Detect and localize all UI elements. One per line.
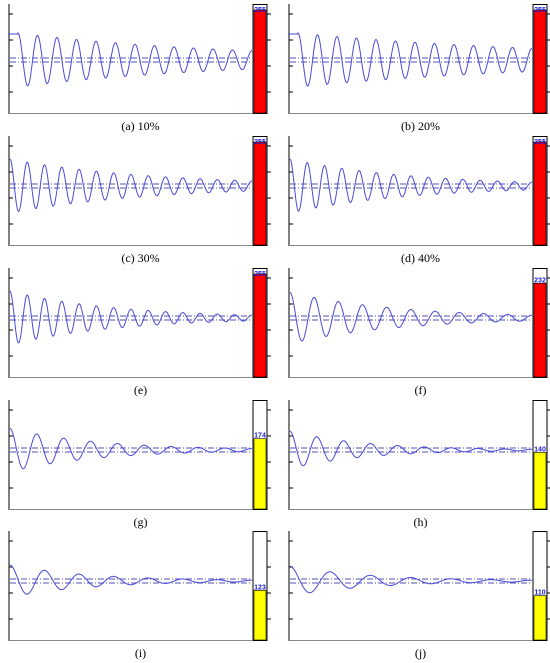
panel-caption: (h): [413, 515, 428, 529]
panel-caption: (g): [133, 515, 148, 529]
signal-trace: [8, 31, 253, 87]
level-bar: [533, 141, 547, 246]
level-bar: [533, 282, 547, 378]
level-bar-value: 232: [534, 277, 546, 284]
oscillation-chart: 232: [288, 268, 550, 378]
signal-trace: [9, 564, 252, 595]
oscillation-chart: 174: [8, 400, 271, 510]
oscillation-chart: 255: [288, 4, 550, 114]
panel-caption: (e): [133, 383, 148, 397]
level-bar-value: 123: [254, 584, 266, 591]
level-bar: [253, 141, 267, 246]
signal-trace: [289, 158, 532, 212]
panel-caption: (d) 40%: [401, 251, 440, 265]
level-bar: [533, 452, 547, 510]
panel-caption: (c) 30%: [121, 251, 160, 265]
signal-trace: [289, 430, 532, 467]
oscillation-chart: 123: [8, 531, 271, 641]
level-bar-value: 174: [254, 433, 266, 440]
panel-caption: (a) 10%: [121, 119, 160, 133]
level-bar-value: 255: [254, 271, 266, 278]
signal-trace: [288, 31, 533, 87]
oscillation-chart: 255: [8, 268, 271, 378]
signal-trace: [9, 158, 252, 212]
level-bar: [253, 9, 267, 114]
oscillation-chart: 255: [288, 136, 550, 246]
level-bar: [533, 595, 547, 641]
panel-caption: (f): [414, 383, 427, 397]
panel-caption: (b) 20%: [401, 119, 440, 133]
level-bar: [253, 273, 267, 378]
panel-caption: (j): [414, 646, 427, 660]
level-bar: [533, 9, 547, 114]
level-bar: [253, 438, 267, 510]
signal-trace: [9, 290, 253, 344]
panel-caption: (i): [134, 646, 147, 660]
level-bar-value: 140: [534, 446, 546, 453]
oscillation-chart: 140: [288, 400, 550, 510]
signal-trace: [289, 291, 532, 342]
signal-trace: [9, 427, 253, 470]
level-bar-value: 255: [534, 139, 546, 146]
oscillation-chart: 255: [8, 136, 271, 246]
signal-trace: [289, 565, 532, 594]
level-bar-value: 110: [534, 590, 545, 597]
oscillation-chart: 255: [8, 4, 271, 114]
level-bar-value: 255: [534, 7, 546, 14]
level-bar-value: 255: [254, 139, 266, 146]
level-bar-value: 255: [254, 7, 266, 14]
oscillation-chart: 110: [288, 531, 550, 641]
level-bar: [253, 590, 267, 641]
